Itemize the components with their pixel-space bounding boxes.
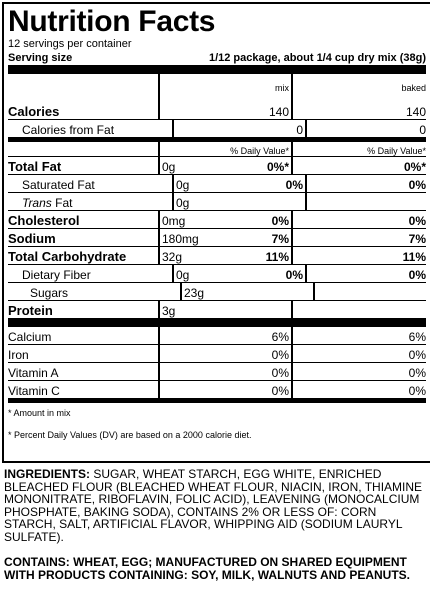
medium-divider: [8, 398, 426, 403]
vitamin-mix: 6%: [271, 330, 289, 344]
nutrient-amount: 3g: [158, 301, 224, 318]
nutrient-dv-baked: 0%: [305, 175, 426, 192]
calories-label: Calories: [8, 104, 60, 119]
nutrient-label: Trans Fat: [8, 196, 172, 210]
vitamin-row-vitamin-c: Vitamin C 0% 0%: [8, 380, 426, 398]
nutrient-label: Saturated Fat: [22, 178, 95, 192]
nutrient-label: Total Fat: [8, 159, 62, 174]
nutrient-amount: 32g: [158, 247, 224, 264]
nutrient-amount: 180mg: [158, 229, 224, 246]
nutrient-dv-baked: 7%: [291, 229, 426, 246]
calories-fat-label: Calories from Fat: [22, 123, 115, 137]
calories-row: Calories 140 140: [8, 102, 426, 119]
nutrition-label: Nutrition Facts 12 servings per containe…: [2, 2, 430, 463]
nutrient-dv-baked: [313, 283, 426, 300]
footnote-amount-in-mix: * Amount in mix: [8, 408, 71, 418]
nutrient-dv-mix: 0%*: [266, 160, 289, 174]
calories-mix: 140: [268, 105, 289, 119]
nutrient-dv-mix: 11%: [265, 250, 289, 264]
nutrient-dv-mix: 0%: [285, 178, 303, 192]
vitamin-row-iron: Iron 0% 0%: [8, 344, 426, 362]
medium-divider: [8, 137, 426, 142]
serving-size-row: Serving size 1/12 package, about 1/4 cup…: [8, 51, 426, 65]
trans-suffix: Fat: [51, 196, 73, 210]
vitamin-mix: 0%: [271, 384, 289, 398]
thick-divider: [8, 65, 426, 74]
nutrient-row-total-fat: Total Fat 0g 0%* 0%*: [8, 156, 426, 174]
nutrient-label: Total Carbohydrate: [8, 249, 127, 264]
vitamin-label: Vitamin C: [8, 384, 60, 398]
calories-fat-row: Calories from Fat 0 0: [8, 119, 426, 137]
nutrient-row-protein: Protein 3g: [8, 300, 426, 318]
nutrient-dv-mix: 7%: [271, 232, 289, 246]
nutrient-dv-mix: 0%: [271, 214, 289, 228]
column-baked: baked: [291, 74, 426, 102]
vitamin-label: Vitamin A: [8, 366, 59, 380]
ingredients: INGREDIENTS: SUGAR, WHEAT STARCH, EGG WH…: [4, 468, 424, 544]
nutrient-row-sodium: Sodium 180mg 7% 7%: [8, 228, 426, 246]
nutrient-amount: 0mg: [158, 211, 224, 228]
vitamin-mix: 0%: [271, 366, 289, 380]
ingredients-text: SUGAR, WHEAT STARCH, EGG WHITE, ENRICHED…: [4, 467, 423, 544]
column-mix: mix: [275, 83, 289, 93]
nutrient-row-sugars: Sugars 23g: [8, 282, 426, 300]
dv-header-mix: % Daily Value*: [230, 146, 289, 156]
serving-size-label: Serving size: [8, 52, 73, 64]
trans-italic: Trans: [22, 196, 52, 210]
dv-header-row: % Daily Value* % Daily Value*: [8, 142, 426, 156]
vitamin-baked: 6%: [291, 327, 426, 344]
nutrient-dv-mix: [224, 301, 291, 318]
serving-size-value: 1/12 package, about 1/4 cup dry mix (38g…: [208, 52, 426, 64]
nutrient-dv-baked: 0%*: [291, 157, 426, 174]
nutrient-row-cholesterol: Cholesterol 0mg 0% 0%: [8, 210, 426, 228]
vitamin-baked: 0%: [291, 345, 426, 362]
dv-header-baked: % Daily Value*: [291, 142, 426, 156]
vitamin-row-vitamin-a: Vitamin A 0% 0%: [8, 362, 426, 380]
vitamin-row-calcium: Calcium 6% 6%: [8, 327, 426, 344]
nutrient-row-total-carbohydrate: Total Carbohydrate 32g 11% 11%: [8, 246, 426, 264]
calories-fat-baked: 0: [305, 120, 426, 137]
nutrient-dv-baked: 11%: [291, 247, 426, 264]
vitamin-mix: 0%: [271, 348, 289, 362]
calories-fat-mix: 0: [296, 123, 303, 137]
nutrient-amount: 0g: [172, 175, 238, 192]
vitamin-label: Iron: [8, 348, 29, 362]
nutrient-amount: 0g: [172, 193, 238, 210]
label-title: Nutrition Facts: [8, 5, 216, 38]
nutrient-dv-mix: [246, 283, 313, 300]
nutrient-dv-baked: [305, 193, 426, 210]
nutrient-amount: 0g: [158, 157, 224, 174]
ingredients-label: INGREDIENTS:: [4, 467, 91, 481]
nutrient-dv-mix: 0%: [285, 268, 303, 282]
column-header-row: mix baked: [8, 74, 426, 102]
nutrient-label: Dietary Fiber: [22, 268, 91, 282]
vitamin-label: Calcium: [8, 330, 52, 344]
nutrient-dv-baked: 0%: [291, 211, 426, 228]
nutrient-label: Protein: [8, 303, 53, 318]
nutrient-dv-baked: 0%: [305, 265, 426, 282]
servings-per-container: 12 servings per container: [8, 38, 132, 50]
nutrient-amount: 0g: [172, 265, 238, 282]
nutrient-dv-baked: [291, 301, 426, 318]
allergen-statement: CONTAINS: WHEAT, EGG; MANUFACTURED ON SH…: [4, 555, 410, 582]
nutrient-dv-mix: [238, 193, 305, 210]
footnote-daily-values: * Percent Daily Values (DV) are based on…: [8, 430, 252, 440]
nutrient-amount: 23g: [180, 283, 246, 300]
nutrient-label: Sodium: [8, 231, 56, 246]
nutrient-label: Sugars: [30, 286, 69, 300]
nutrient-label: Cholesterol: [8, 213, 80, 228]
thick-divider: [8, 318, 426, 327]
vitamin-baked: 0%: [291, 381, 426, 398]
vitamin-baked: 0%: [291, 363, 426, 380]
calories-baked: 140: [291, 102, 426, 119]
nutrient-row-trans-fat: Trans Fat 0g: [8, 192, 426, 210]
nutrient-row-saturated-fat: Saturated Fat 0g 0% 0%: [8, 174, 426, 192]
nutrient-row-dietary-fiber: Dietary Fiber 0g 0% 0%: [8, 264, 426, 282]
